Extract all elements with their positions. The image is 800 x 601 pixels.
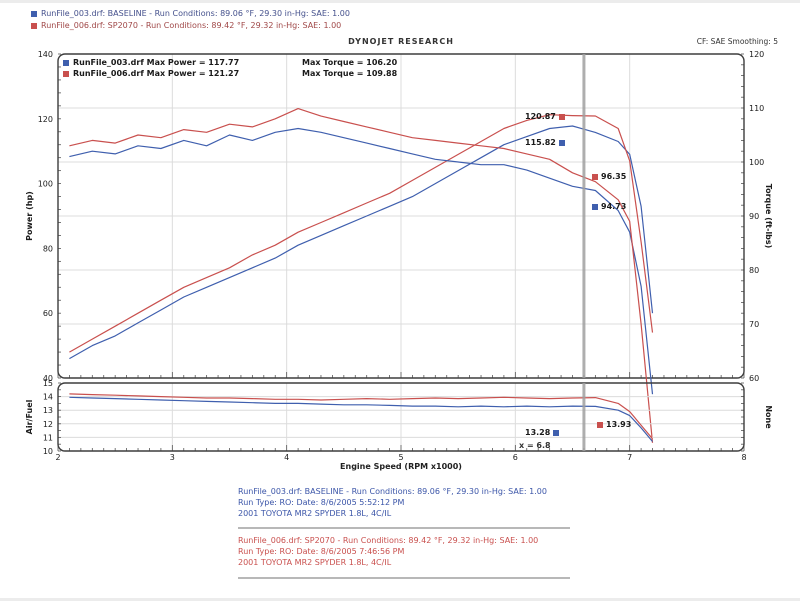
run2-marker-icon bbox=[558, 113, 565, 120]
cursor-af-run1-value: 13.28 bbox=[525, 428, 551, 437]
x-axis-tick-label: 3 bbox=[170, 453, 175, 462]
top-edge-strip bbox=[0, 0, 800, 3]
footer-divider bbox=[238, 577, 570, 579]
left-axis-tick-label: 60 bbox=[43, 309, 53, 318]
torque-axis-title: Torque (ft-lbs) bbox=[764, 184, 773, 249]
run1-max-torque-label: Max Torque = 106.20 bbox=[302, 58, 398, 67]
x-axis-tick-label: 5 bbox=[398, 453, 403, 462]
cursor-rpm-value: x = 6.8 bbox=[519, 441, 551, 450]
cursor-torque-run2-value: 96.35 bbox=[601, 172, 627, 181]
run2-color-swatch bbox=[31, 23, 37, 29]
footer-run1-vehicle: 2001 TOYOTA MR2 SPYDER 1.8L, 4C/IL bbox=[238, 509, 392, 518]
series-curve-run1 bbox=[69, 396, 653, 442]
cursor-af-run1-label: 13.28 bbox=[525, 428, 560, 437]
footer-run2-conditions: RunFile_006.drf: SP2070 - Run Conditions… bbox=[238, 536, 539, 545]
right-axis-tick-label: 100 bbox=[749, 158, 764, 167]
left-axis-tick-label: 100 bbox=[38, 180, 53, 189]
footer-divider bbox=[238, 527, 570, 529]
cursor-power-run2-value: 120.87 bbox=[525, 112, 556, 121]
run1-max-power-label: RunFile_003.drf Max Power = 117.77 bbox=[73, 58, 240, 67]
run2-marker-icon bbox=[592, 173, 598, 180]
footer-run1-conditions: RunFile_003.drf: BASELINE - Run Conditio… bbox=[238, 487, 547, 496]
cursor-torque-run2-label: 96.35 bbox=[592, 172, 626, 181]
run1-marker-icon bbox=[592, 203, 598, 210]
legend-row-run1[interactable]: RunFile_003.drf Max Power = 117.77 Max T… bbox=[63, 57, 397, 68]
af-axis-title: Air/Fuel bbox=[25, 399, 34, 434]
right-axis-tick-label: 120 bbox=[749, 50, 764, 59]
series-curve-run2 bbox=[69, 107, 654, 443]
run2-max-power-label: RunFile_006.drf Max Power = 121.27 bbox=[73, 69, 240, 78]
x-axis-title: Engine Speed (RPM x1000) bbox=[340, 462, 462, 471]
left-axis-tick-label: 12 bbox=[43, 420, 53, 429]
footer-run2-vehicle: 2001 TOYOTA MR2 SPYDER 1.8L, 4C/IL bbox=[238, 558, 392, 567]
correction-smoothing-info: CF: SAE Smoothing: 5 bbox=[696, 37, 778, 46]
footer-run1-runtype: Run Type: RO: Date: 8/6/2005 5:52:12 PM bbox=[238, 498, 405, 507]
header-run2-text: RunFile_006.drf: SP2070 - Run Conditions… bbox=[41, 21, 342, 30]
cursor-power-run2-label: 120.87 bbox=[525, 112, 565, 121]
run1-marker-icon bbox=[558, 139, 565, 146]
left-axis-tick-label: 120 bbox=[38, 115, 53, 124]
header-run1-conditions: RunFile_003.drf: BASELINE - Run Conditio… bbox=[31, 9, 350, 19]
plot-frame bbox=[57, 53, 745, 379]
header-run2-conditions: RunFile_006.drf: SP2070 - Run Conditions… bbox=[31, 21, 341, 31]
cursor-power-run1-label: 115.82 bbox=[525, 138, 565, 147]
chart-legend: RunFile_003.drf Max Power = 117.77 Max T… bbox=[63, 57, 397, 79]
series-curve-run2 bbox=[69, 114, 654, 353]
right-axis-tick-label: 60 bbox=[749, 374, 759, 383]
left-axis-tick-label: 80 bbox=[43, 244, 53, 253]
cursor-af-run2-label: 13.93 bbox=[597, 420, 631, 429]
left-axis-tick-label: 10 bbox=[43, 447, 53, 456]
run2-max-torque-label: Max Torque = 109.88 bbox=[302, 69, 398, 78]
left-axis-tick-label: 13 bbox=[43, 406, 53, 415]
right-axis-tick-label: 70 bbox=[749, 320, 759, 329]
cursor-power-run1-value: 115.82 bbox=[525, 138, 556, 147]
cursor-torque-run1-value: 94.73 bbox=[601, 202, 627, 211]
plot-frame bbox=[57, 382, 745, 452]
right-axis-tick-label: 80 bbox=[749, 266, 759, 275]
x-axis-tick-label: 4 bbox=[284, 453, 289, 462]
left-axis-tick-label: 14 bbox=[43, 393, 53, 402]
cursor-torque-run1-label: 94.73 bbox=[592, 202, 626, 211]
right-axis-tick-label: 90 bbox=[749, 212, 759, 221]
left-axis-tick-label: 11 bbox=[43, 433, 53, 442]
run1-color-swatch bbox=[31, 11, 37, 17]
footer-run2-block: RunFile_006.drf: SP2070 - Run Conditions… bbox=[238, 535, 573, 568]
footer-run2-runtype: Run Type: RO: Date: 8/6/2005 7:46:56 PM bbox=[238, 547, 405, 556]
x-axis-tick-label: 8 bbox=[741, 453, 746, 462]
power-axis-title: Power (hp) bbox=[25, 191, 34, 241]
run2-legend-swatch bbox=[63, 70, 69, 77]
run1-marker-icon bbox=[553, 429, 560, 436]
x-axis-tick-label: 6 bbox=[513, 453, 518, 462]
af-right-axis-title: None bbox=[764, 405, 773, 429]
x-axis-tick-label: 2 bbox=[55, 453, 60, 462]
left-axis-tick-label: 15 bbox=[43, 379, 53, 388]
left-axis-tick-label: 40 bbox=[43, 374, 53, 383]
page-title: DYNOJET RESEARCH bbox=[348, 37, 454, 46]
x-axis-tick-label: 7 bbox=[627, 453, 632, 462]
right-axis-tick-label: 110 bbox=[749, 104, 764, 113]
bottom-edge-strip bbox=[0, 598, 800, 601]
cursor-af-run2-value: 13.93 bbox=[606, 420, 632, 429]
legend-row-run2[interactable]: RunFile_006.drf Max Power = 121.27 Max T… bbox=[63, 68, 397, 79]
left-axis-tick-label: 140 bbox=[38, 50, 53, 59]
series-curve-run2 bbox=[69, 393, 653, 440]
footer-run1-block: RunFile_003.drf: BASELINE - Run Conditio… bbox=[238, 486, 573, 519]
cursor-rpm-label: x = 6.8 bbox=[519, 441, 551, 450]
run1-legend-swatch bbox=[63, 59, 69, 66]
header-run1-text: RunFile_003.drf: BASELINE - Run Conditio… bbox=[41, 9, 350, 18]
run2-marker-icon bbox=[597, 421, 603, 428]
